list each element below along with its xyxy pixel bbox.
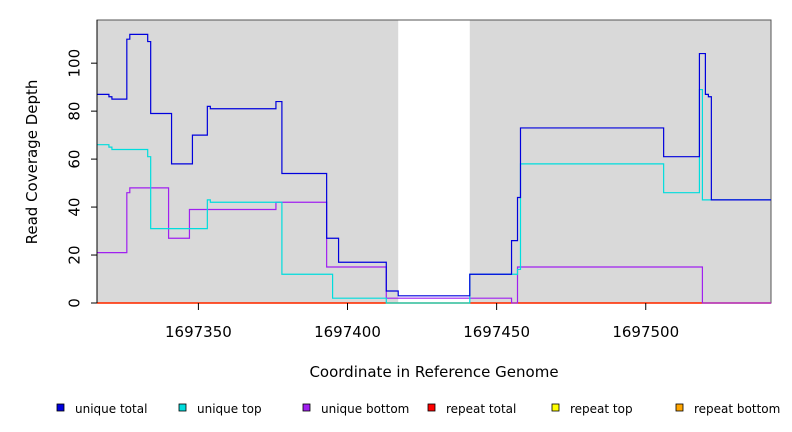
legend-label: repeat top [570, 402, 633, 416]
legend-item: repeat total [427, 402, 516, 416]
legend-item: repeat top [551, 402, 633, 416]
shaded-region-2 [469, 20, 771, 303]
legend-swatch [551, 403, 560, 412]
legend-item: unique bottom [302, 402, 409, 416]
x-tick-label: 1697450 [463, 323, 530, 341]
y-tick-label: 20 [65, 245, 83, 264]
shaded-regions [97, 20, 771, 303]
legend-label: unique total [75, 402, 147, 416]
y-tick-label: 80 [65, 102, 83, 121]
shaded-region-1 [97, 20, 399, 303]
series-line-unique-total [97, 33, 771, 297]
x-axis-title: Coordinate in Reference Genome [309, 363, 558, 381]
y-tick-label: 60 [65, 150, 83, 169]
axes: 0 20 40 60 80 100 1697350 1697400 1697450 1697500 [65, 20, 679, 341]
legend-swatch [675, 403, 684, 412]
legend-item: repeat bottom [675, 402, 780, 416]
legend-label: unique bottom [321, 402, 409, 416]
x-tick-label: 1697500 [612, 323, 679, 341]
legend-swatch [56, 403, 65, 412]
x-tick-label: 1697350 [165, 323, 232, 341]
legend-item: unique total [56, 402, 147, 416]
legend-label: unique top [197, 402, 262, 416]
x-tick-label: 1697400 [314, 323, 381, 341]
legend-swatch [302, 403, 311, 412]
series-line-unique-top [97, 88, 771, 304]
legend-label: repeat bottom [694, 402, 780, 416]
legend: unique total unique top unique bottom repea… [56, 402, 780, 416]
legend-item: unique top [178, 402, 262, 416]
series-line-unique-bottom [97, 187, 771, 304]
y-tick-label: 100 [65, 49, 83, 78]
legend-swatch [178, 403, 187, 412]
legend-label: repeat total [446, 402, 516, 416]
legend-swatch [427, 403, 436, 412]
series-lines [97, 33, 771, 304]
y-tick-label: 40 [65, 198, 83, 217]
y-tick-label: 0 [65, 298, 83, 308]
y-axis-title: Read Coverage Depth [23, 80, 41, 245]
